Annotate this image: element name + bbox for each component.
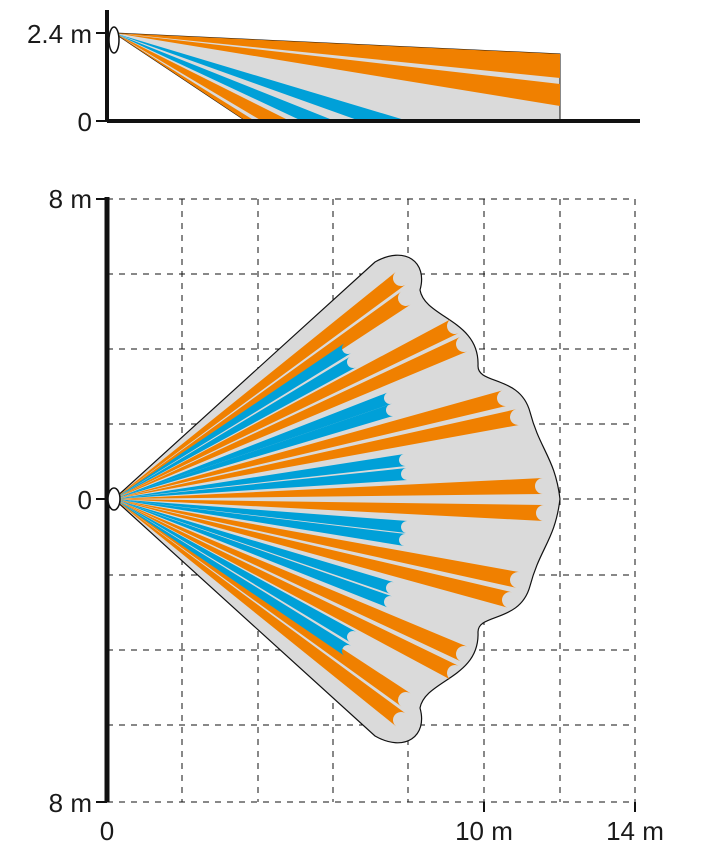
top-x-mid-label: 10 m [455, 816, 513, 846]
far-zone-beam [114, 291, 411, 499]
top-sensor-icon [107, 487, 121, 511]
near-zone-beam [114, 499, 408, 533]
near-zone-beam [114, 342, 352, 499]
near-zone-beam [114, 499, 393, 608]
near-zone-beam [114, 392, 393, 499]
far-zone-beam [114, 336, 468, 499]
near-zone-beam [114, 499, 406, 546]
far-zone-beam [114, 271, 406, 499]
beam-group [114, 271, 545, 727]
far-zone-beam [114, 499, 411, 707]
near-zone-beam [114, 499, 357, 643]
top-x-origin-label: 0 [100, 816, 114, 846]
near-zone-beam [114, 499, 352, 657]
near-zone-beam [114, 356, 356, 499]
side-beam-far-lower [114, 33, 560, 106]
side-view: 2.4 m 0 [27, 10, 640, 137]
top-x-max-label: 14 m [606, 816, 664, 846]
top-view: 8 m 0 8 m 0 10 m 14 m [49, 184, 664, 846]
far-zone-beam [114, 390, 508, 499]
top-coverage-area [113, 254, 561, 744]
side-floor-label: 0 [78, 107, 92, 137]
side-beam-down-1 [114, 33, 290, 121]
side-beam-near-2 [114, 33, 335, 121]
top-y-min-label: 8 m [49, 788, 92, 818]
far-zone-beam [114, 499, 406, 727]
side-beam-far-upper [114, 33, 560, 78]
far-zone-beam [114, 499, 545, 521]
side-height-label: 2.4 m [27, 19, 92, 49]
side-beam-down-2 [114, 33, 255, 121]
far-zone-beam [114, 499, 459, 681]
near-zone-beam [114, 454, 406, 499]
top-y-max-label: 8 m [49, 184, 92, 214]
top-y-center-label: 0 [78, 485, 92, 515]
near-zone-beam [114, 404, 394, 499]
far-zone-beam [114, 409, 520, 499]
near-zone-beam [114, 468, 408, 499]
far-zone-beam [114, 499, 468, 662]
near-zone-beam [114, 499, 394, 594]
far-zone-beam [114, 499, 512, 608]
side-sensor-icon [108, 26, 120, 54]
far-zone-beam [114, 499, 520, 588]
far-zone-beam [114, 478, 544, 499]
side-beam-near-1 [114, 33, 408, 121]
far-zone-beam [114, 318, 459, 499]
